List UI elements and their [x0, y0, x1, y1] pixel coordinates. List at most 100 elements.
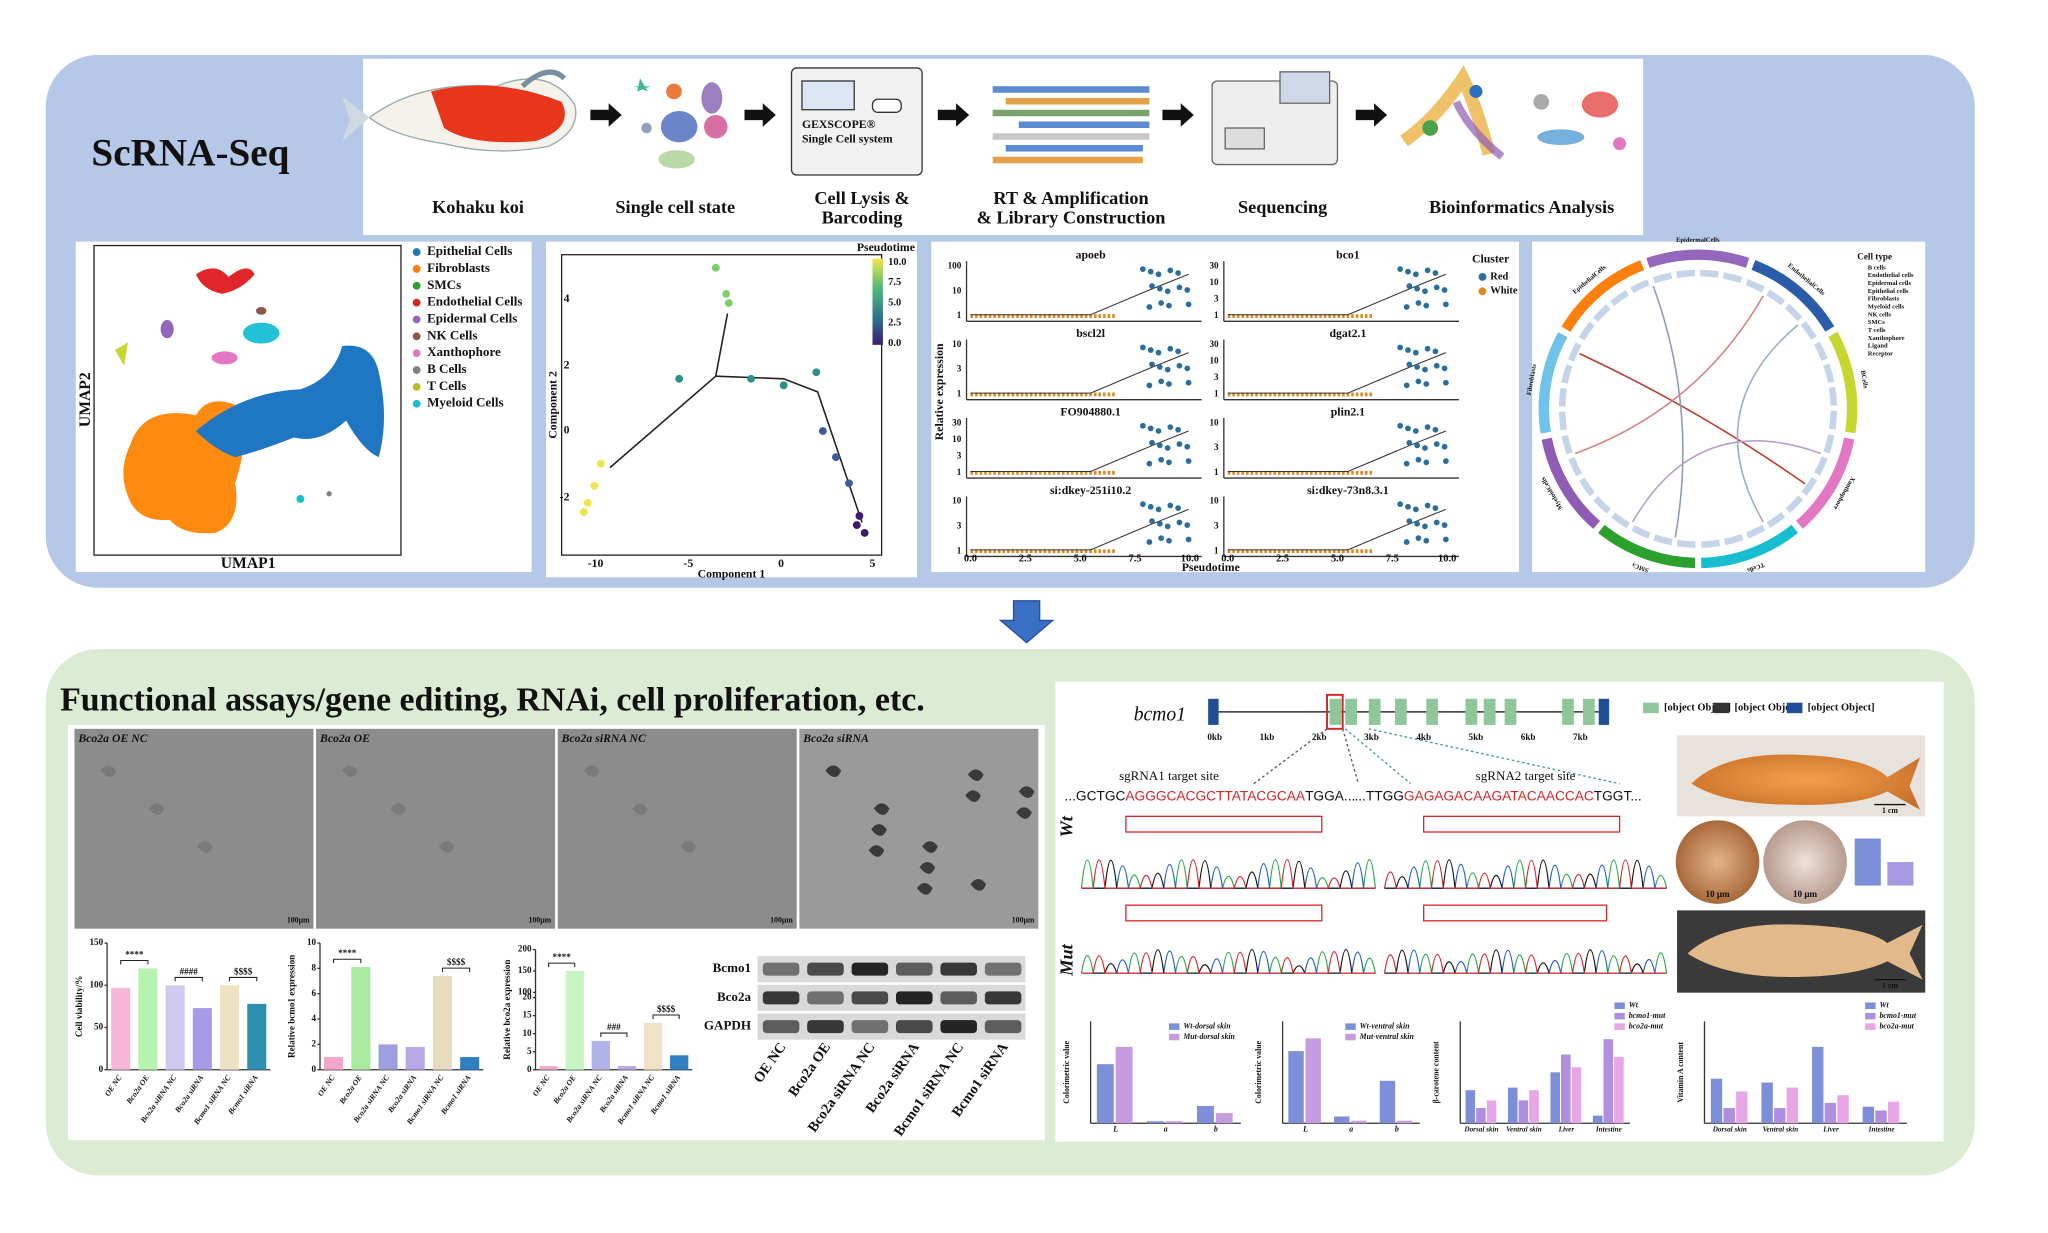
blot-band — [940, 1020, 977, 1034]
circos-sector — [1598, 524, 1696, 569]
expr-dot — [1167, 502, 1174, 509]
expr-dot — [1406, 361, 1413, 368]
expr-dot — [1167, 345, 1174, 352]
tick-label: 3 — [1214, 442, 1219, 452]
legend-label: Epithelial Cells — [427, 243, 512, 258]
bar — [432, 975, 452, 1070]
legend-label: Epidermal cells — [1868, 280, 1912, 287]
expr-dot — [1155, 349, 1162, 356]
expr-dot — [1185, 536, 1192, 543]
expr-dot — [1432, 426, 1439, 433]
legend-swatch — [1345, 1033, 1356, 1041]
scale-label: 3kb — [1364, 732, 1379, 742]
legend-label: Xanthophore — [1868, 335, 1905, 342]
bar — [1465, 1090, 1476, 1124]
expr-dot — [1175, 426, 1181, 433]
gene-name: bscl2l — [1076, 327, 1105, 340]
bar — [643, 1022, 663, 1070]
axis-label: UMAP2 — [77, 372, 94, 427]
scale-label: 10 μm — [1705, 889, 1730, 899]
colorbar-tick: 0.0 — [888, 338, 901, 349]
tick-label: 10 — [952, 285, 962, 295]
bar — [1710, 1078, 1723, 1124]
blot-band — [984, 991, 1022, 1005]
expr-dot — [1415, 378, 1422, 385]
sig-bracket — [120, 960, 149, 965]
expr-dot — [1139, 501, 1146, 508]
legend-swatch — [1168, 1023, 1180, 1030]
legend-swatch — [412, 349, 421, 358]
expr-dot — [1184, 365, 1191, 372]
cell-shape — [197, 841, 213, 853]
micrograph-label: Bco2a OE NC — [77, 732, 147, 745]
expr-dot — [1175, 270, 1181, 276]
flow-arrow — [937, 103, 970, 127]
photos — [1675, 735, 1926, 993]
bar — [670, 1055, 689, 1070]
legend-label: [object Object] — [1808, 702, 1875, 713]
expr-dot — [1155, 428, 1162, 434]
tick-label: 3 — [957, 450, 962, 460]
expr-dot — [1424, 267, 1431, 274]
cell-shape — [965, 790, 981, 802]
genotype-label: Mut — [1057, 943, 1077, 976]
tick-label: 0 — [564, 424, 570, 437]
exon-box — [1426, 698, 1439, 725]
x-tick-label: Dorsal skin — [1712, 1125, 1747, 1133]
flow-arrow — [590, 103, 622, 127]
legend-swatch — [1168, 1033, 1180, 1041]
axis-label: UMAP1 — [221, 555, 276, 572]
expr-dot — [1166, 381, 1172, 387]
legend-label: Myeloid Cells — [427, 395, 503, 410]
target-frame — [1125, 815, 1323, 833]
bar — [1812, 1046, 1824, 1124]
tick-label: 1 — [1214, 389, 1219, 399]
tick-label: 3 — [957, 364, 962, 374]
colorbar-tick: 10.0 — [888, 257, 906, 268]
tick-label: 0 — [778, 557, 784, 570]
legend-swatch — [412, 248, 421, 257]
expr-dot — [1412, 506, 1419, 513]
legend-swatch — [1865, 1012, 1876, 1020]
cell-shape — [100, 765, 117, 778]
legend-swatch — [412, 265, 421, 273]
exon-box — [1562, 698, 1574, 725]
legend-swatch — [412, 399, 421, 408]
blot-band — [851, 962, 889, 976]
chromatogram — [1081, 859, 1376, 889]
y-tick-label: 200 — [518, 944, 532, 954]
expr-trend — [970, 430, 1189, 473]
expr-dot — [1147, 503, 1154, 510]
expr-dot — [1403, 304, 1410, 310]
y-tick-label: 15 — [522, 1010, 532, 1020]
expr-dot — [1423, 302, 1430, 309]
expr-dot — [1156, 364, 1163, 370]
target-box — [1326, 693, 1344, 730]
bar — [1550, 1072, 1560, 1124]
step-label: RT & Amplification — [993, 188, 1148, 208]
tick-label: 30 — [1209, 339, 1219, 349]
tick-label: 5.0 — [1074, 553, 1087, 564]
genotype-label: Wt — [1057, 815, 1077, 837]
legend-swatch — [1865, 1023, 1876, 1030]
expr-dot — [1405, 425, 1411, 432]
step-label: Barcoding — [822, 208, 903, 228]
sig-label: ### — [607, 1022, 621, 1032]
bar — [324, 1057, 344, 1070]
step-label: Cell Lysis & — [814, 188, 909, 208]
bar — [1614, 1057, 1624, 1124]
guide-line — [1253, 728, 1359, 785]
bar — [1561, 1054, 1571, 1124]
bar — [165, 985, 185, 1070]
expr-dot — [1432, 505, 1439, 511]
sequencer-icon — [1211, 71, 1339, 166]
expr-dot — [1147, 425, 1154, 432]
tick-label: 1 — [1214, 545, 1219, 555]
chromatogram — [1383, 859, 1667, 889]
expr-dot — [1403, 539, 1410, 545]
bar — [1305, 1038, 1321, 1124]
sequence-part: ...TTGG — [1354, 788, 1403, 803]
micrograph-label: Bco2a OE — [319, 732, 370, 745]
sig-bracket — [600, 1032, 628, 1037]
bar — [1529, 1090, 1539, 1124]
